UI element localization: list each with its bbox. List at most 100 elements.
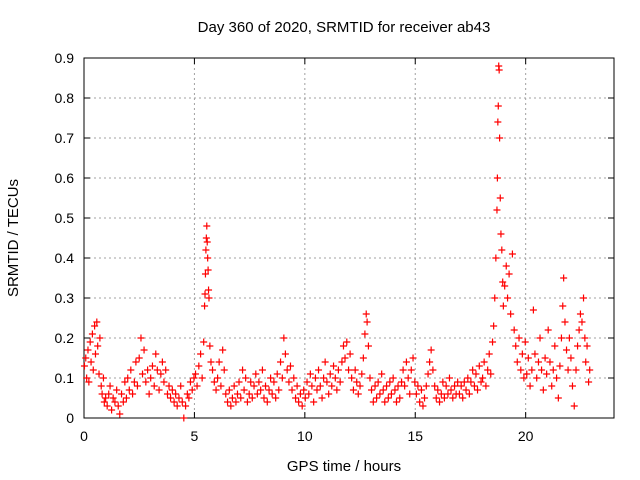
data-point — [381, 398, 389, 406]
data-point — [510, 326, 518, 334]
x-tick-label: 15 — [407, 428, 423, 444]
data-point — [494, 118, 502, 126]
data-point — [170, 398, 178, 406]
data-point — [508, 250, 516, 258]
data-point — [98, 390, 106, 398]
data-point — [582, 358, 590, 366]
data-point — [559, 302, 567, 310]
data-point — [520, 374, 528, 382]
data-point — [341, 354, 349, 362]
data-point — [142, 378, 150, 386]
data-point — [379, 386, 387, 394]
data-point — [286, 362, 294, 370]
data-point — [549, 366, 557, 374]
data-point — [113, 386, 121, 394]
data-point — [177, 382, 185, 390]
data-point — [152, 350, 160, 358]
data-point — [563, 346, 571, 354]
data-point — [515, 334, 523, 342]
data-point — [513, 358, 521, 366]
data-point — [447, 386, 455, 394]
data-point — [258, 366, 266, 374]
data-point — [553, 374, 561, 382]
data-point — [300, 386, 308, 394]
data-point — [185, 394, 193, 402]
data-point — [247, 378, 255, 386]
data-point — [277, 358, 285, 366]
data-point — [147, 374, 155, 382]
data-point — [501, 282, 509, 290]
data-point — [505, 270, 513, 278]
data-point — [296, 390, 304, 398]
data-point — [148, 362, 156, 370]
data-point — [233, 390, 241, 398]
data-point — [162, 366, 170, 374]
x-tick-label: 10 — [297, 428, 313, 444]
data-point — [204, 254, 212, 262]
data-point — [472, 370, 480, 378]
data-point — [280, 334, 288, 342]
data-point — [268, 390, 276, 398]
data-point — [336, 378, 344, 386]
data-point — [479, 374, 487, 382]
data-point — [93, 318, 101, 326]
data-point — [409, 354, 417, 362]
data-point — [333, 386, 341, 394]
data-point — [100, 398, 108, 406]
data-point — [95, 370, 103, 378]
data-point — [363, 318, 371, 326]
data-point — [529, 306, 537, 314]
data-point — [308, 382, 316, 390]
data-point — [163, 390, 171, 398]
data-point — [275, 386, 283, 394]
data-point — [140, 346, 148, 354]
data-point — [386, 378, 394, 386]
data-point — [183, 390, 191, 398]
data-point — [490, 322, 498, 330]
data-point — [475, 362, 483, 370]
data-point — [237, 394, 245, 402]
data-point — [491, 294, 499, 302]
data-point — [580, 294, 588, 302]
data-point — [220, 366, 228, 374]
data-point — [207, 358, 215, 366]
data-point — [402, 358, 410, 366]
data-point — [429, 366, 437, 374]
data-point — [384, 394, 392, 402]
data-point — [202, 246, 210, 254]
data-point — [326, 370, 334, 378]
x-tick-label: 0 — [80, 428, 88, 444]
data-point — [137, 334, 145, 342]
data-point — [301, 394, 309, 402]
data-point — [330, 362, 338, 370]
x-tick-label: 5 — [191, 428, 199, 444]
data-point — [257, 386, 265, 394]
data-point — [103, 402, 111, 410]
data-point — [243, 398, 251, 406]
data-point — [180, 414, 188, 422]
data-point — [482, 382, 490, 390]
data-point — [178, 398, 186, 406]
data-point — [316, 382, 324, 390]
data-point — [306, 370, 314, 378]
data-point — [371, 382, 379, 390]
data-point — [210, 378, 218, 386]
data-point — [139, 370, 147, 378]
data-point — [460, 378, 468, 386]
data-point — [245, 390, 253, 398]
data-point — [125, 386, 133, 394]
data-point — [127, 366, 135, 374]
data-point — [240, 386, 248, 394]
data-point — [451, 382, 459, 390]
data-point — [209, 366, 217, 374]
data-point — [574, 342, 582, 350]
data-point — [464, 374, 472, 382]
data-point — [96, 334, 104, 342]
data-point — [325, 390, 333, 398]
data-point — [536, 334, 544, 342]
data-point — [338, 358, 346, 366]
data-point — [281, 350, 289, 358]
data-point — [399, 366, 407, 374]
y-tick-label: 0.6 — [55, 170, 75, 186]
data-point — [436, 398, 444, 406]
